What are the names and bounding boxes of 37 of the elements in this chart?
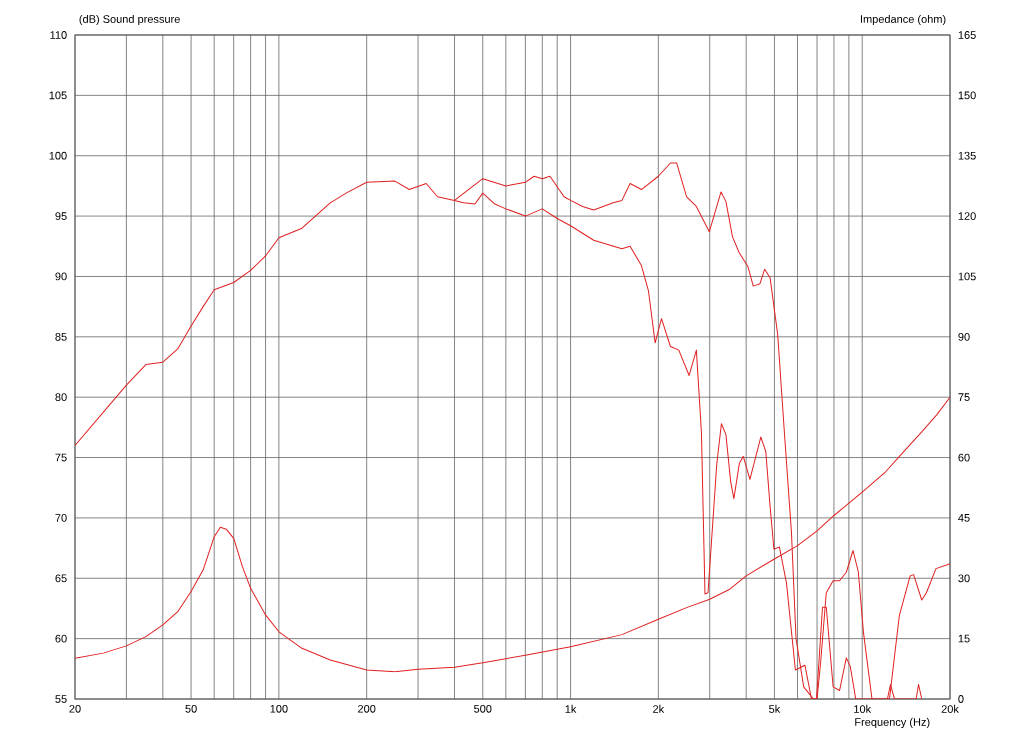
y-tick-label: 105	[49, 91, 67, 100]
x-tick-label: 100	[270, 704, 288, 713]
x-tick-label: 200	[358, 704, 376, 713]
y-tick-label: 100	[49, 151, 67, 160]
x-axis-title: Frequency (Hz)	[855, 717, 930, 729]
y2-tick-label: 0	[958, 695, 964, 703]
x-tick-label: 50	[185, 704, 197, 713]
y-tick-label: 75	[55, 453, 67, 462]
y-tick-label: 70	[55, 514, 67, 522]
y2-tick-label: 135	[958, 151, 976, 160]
y-tick-label: 85	[55, 332, 67, 341]
y2-axis-title: Impedance (ohm)	[860, 14, 946, 26]
y-tick-label: 55	[55, 695, 67, 703]
y-axis-title: (dB) Sound pressure	[79, 14, 180, 26]
y2-tick-label: 105	[958, 272, 976, 281]
y-tick-label: 60	[55, 634, 67, 643]
y2-tick-label: 75	[958, 393, 970, 402]
y2-tick-label: 30	[958, 574, 970, 583]
y-tick-label: 90	[55, 272, 67, 281]
y-tick-label: 80	[55, 393, 67, 402]
y2-tick-label: 90	[958, 332, 970, 341]
y2-tick-label: 45	[958, 514, 970, 522]
y-tick-label: 95	[55, 212, 67, 220]
x-tick-label: 5k	[769, 704, 781, 713]
x-tick-label: 1k	[565, 704, 577, 713]
y2-tick-label: 120	[958, 212, 976, 220]
y2-tick-label: 150	[958, 91, 976, 100]
y-tick-label: 110	[50, 31, 67, 39]
y2-tick-label: 15	[958, 634, 970, 643]
y2-tick-label: 60	[958, 453, 970, 462]
x-tick-label: 2k	[653, 704, 665, 713]
x-tick-label: 500	[474, 704, 492, 713]
x-tick-label: 20k	[941, 704, 959, 713]
y-tick-label: 65	[55, 574, 67, 583]
x-tick-label: 10k	[854, 704, 872, 713]
x-tick-label: 20	[69, 704, 81, 713]
y2-tick-label: 165	[958, 31, 976, 39]
